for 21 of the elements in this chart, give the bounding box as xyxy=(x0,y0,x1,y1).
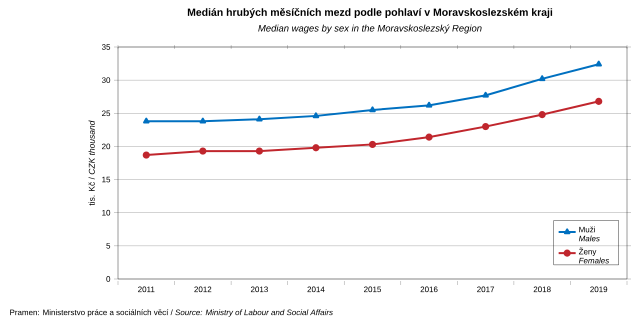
point xyxy=(482,122,490,130)
point xyxy=(312,112,320,118)
point xyxy=(595,98,602,105)
point xyxy=(368,140,376,148)
point xyxy=(256,147,263,155)
chart-title: Medián hrubých měsíčních mezd podle pohlaví v Moravskoslezském kraji xyxy=(188,8,552,18)
point xyxy=(256,116,263,122)
point xyxy=(369,106,376,112)
point xyxy=(143,118,150,124)
point xyxy=(200,118,206,124)
point xyxy=(595,60,602,67)
point xyxy=(482,92,489,98)
y-axis-title: tis. Kč / CZK thousand xyxy=(88,120,95,206)
chart-subtitle: Median wages by sex in the Moravskoslezský Region xyxy=(258,24,482,34)
point xyxy=(538,75,546,82)
point xyxy=(426,102,432,108)
point xyxy=(199,147,206,155)
point xyxy=(142,151,150,159)
point xyxy=(312,144,320,152)
point xyxy=(538,111,546,118)
point xyxy=(425,134,433,141)
